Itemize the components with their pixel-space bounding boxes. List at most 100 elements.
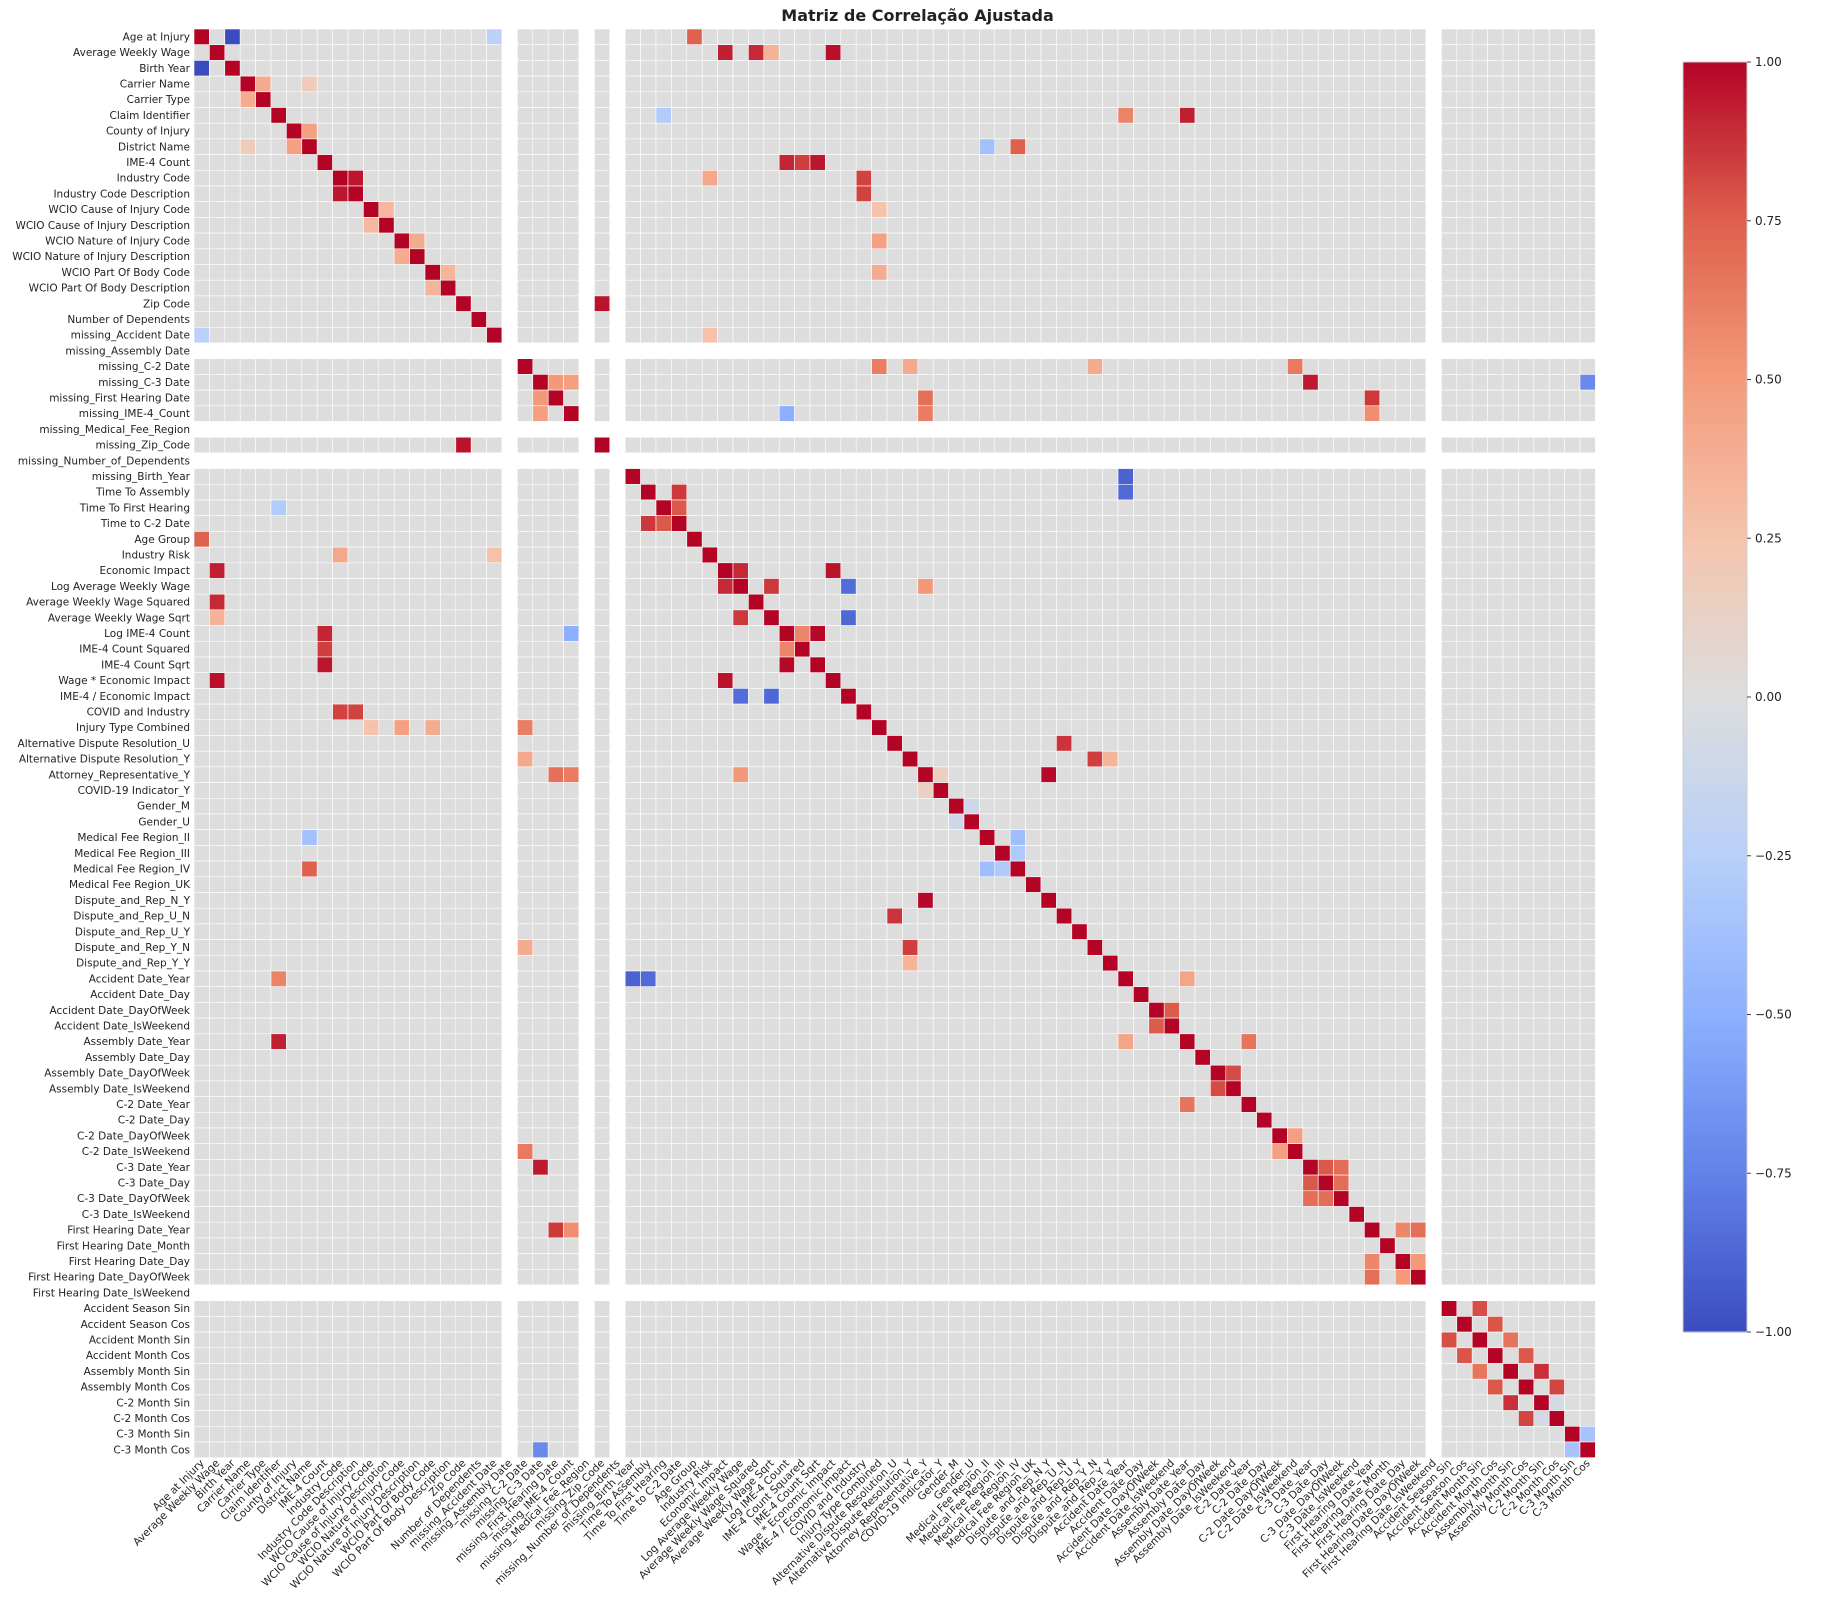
heatmap-cell xyxy=(470,389,487,407)
heatmap-cell xyxy=(1256,358,1273,375)
heatmap-cell xyxy=(1502,60,1519,77)
heatmap-cell xyxy=(363,546,380,564)
heatmap-cell xyxy=(1441,311,1458,328)
heatmap-cell xyxy=(239,640,256,658)
heatmap-cell xyxy=(1379,264,1396,281)
heatmap-cell xyxy=(917,389,934,407)
heatmap-cell xyxy=(1564,311,1581,328)
heatmap-cell xyxy=(886,782,903,799)
heatmap-cell xyxy=(655,311,672,328)
heatmap-cell xyxy=(1102,609,1119,626)
heatmap-cell xyxy=(501,122,518,140)
heatmap-cell xyxy=(547,876,564,893)
heatmap-cell xyxy=(455,295,472,312)
heatmap-cell xyxy=(424,656,441,673)
heatmap-cell xyxy=(979,279,996,297)
heatmap-cell xyxy=(1287,170,1304,187)
heatmap-cell xyxy=(917,860,934,878)
heatmap-cell xyxy=(1441,719,1458,736)
heatmap-cell xyxy=(1133,452,1150,469)
heatmap-cell xyxy=(393,138,410,155)
heatmap-cell xyxy=(209,358,226,375)
heatmap-cell xyxy=(1441,829,1458,846)
heatmap-cell xyxy=(825,122,842,140)
heatmap-cell xyxy=(193,813,210,830)
heatmap-cell xyxy=(840,248,857,265)
heatmap-cell xyxy=(1117,295,1134,312)
heatmap-cell xyxy=(1240,876,1257,893)
heatmap-cell xyxy=(455,860,472,878)
heatmap-cell xyxy=(486,515,503,532)
heatmap-cell xyxy=(1348,295,1365,312)
heatmap-cell xyxy=(640,797,657,815)
heatmap-cell xyxy=(1441,217,1458,234)
heatmap-cell xyxy=(517,797,534,815)
heatmap-cell xyxy=(1425,60,1442,77)
heatmap-cell xyxy=(578,860,595,878)
heatmap-cell xyxy=(1240,640,1257,658)
heatmap-cell xyxy=(1425,750,1442,768)
heatmap-cell xyxy=(932,138,949,155)
heatmap-cell xyxy=(1425,201,1442,218)
heatmap-cell xyxy=(1071,107,1088,124)
heatmap-cell xyxy=(501,421,518,438)
heatmap-cell xyxy=(1425,107,1442,124)
heatmap-cell xyxy=(1333,154,1350,171)
heatmap-cell xyxy=(1133,28,1150,45)
heatmap-cell xyxy=(1502,170,1519,187)
heatmap-cell xyxy=(1163,60,1180,77)
heatmap-cell xyxy=(1071,232,1088,250)
heatmap-cell xyxy=(301,374,318,391)
heatmap-cell xyxy=(378,766,395,783)
heatmap-cell xyxy=(671,374,688,391)
heatmap-cell xyxy=(332,813,349,830)
heatmap-cell xyxy=(1410,374,1427,391)
heatmap-cell xyxy=(717,75,734,93)
heatmap-cell xyxy=(1117,876,1134,893)
heatmap-cell xyxy=(1271,782,1288,799)
heatmap-cell xyxy=(501,201,518,218)
heatmap-cell xyxy=(701,248,718,265)
heatmap-cell xyxy=(378,154,395,171)
heatmap-cell xyxy=(1379,672,1396,689)
heatmap-cell xyxy=(1471,578,1488,595)
heatmap-cell xyxy=(255,750,272,768)
heatmap-cell xyxy=(655,797,672,815)
heatmap-cell xyxy=(332,640,349,658)
heatmap-cell xyxy=(286,672,303,689)
heatmap-cell xyxy=(470,44,487,61)
heatmap-cell xyxy=(563,640,580,658)
heatmap-cell xyxy=(1287,546,1304,564)
heatmap-cell xyxy=(825,515,842,532)
heatmap-cell xyxy=(224,91,241,108)
heatmap-cell xyxy=(778,515,795,532)
heatmap-cell xyxy=(1425,326,1442,344)
heatmap-cell xyxy=(825,750,842,768)
heatmap-cell xyxy=(902,28,919,45)
heatmap-cell xyxy=(640,374,657,391)
heatmap-cell xyxy=(1410,860,1427,878)
heatmap-cell xyxy=(1148,154,1165,171)
heatmap-cell xyxy=(378,389,395,407)
heatmap-cell xyxy=(1471,295,1488,312)
heatmap-cell xyxy=(547,421,564,438)
heatmap-cell xyxy=(1302,44,1319,61)
heatmap-cell xyxy=(717,201,734,218)
heatmap-cell xyxy=(270,750,287,768)
heatmap-cell xyxy=(486,483,503,501)
heatmap-cell xyxy=(1179,421,1196,438)
heatmap-cell xyxy=(1394,44,1411,61)
heatmap-cell xyxy=(1564,75,1581,93)
heatmap-cell xyxy=(640,531,657,548)
heatmap-cell xyxy=(332,28,349,45)
heatmap-cell xyxy=(963,813,980,830)
heatmap-cell xyxy=(517,452,534,469)
heatmap-cell xyxy=(732,703,749,721)
heatmap-cell xyxy=(239,562,256,579)
heatmap-cell xyxy=(640,122,657,140)
heatmap-cell xyxy=(1364,311,1381,328)
heatmap-cell xyxy=(979,264,996,281)
heatmap-cell xyxy=(1163,876,1180,893)
heatmap-cell xyxy=(1394,75,1411,93)
heatmap-cell xyxy=(193,374,210,391)
